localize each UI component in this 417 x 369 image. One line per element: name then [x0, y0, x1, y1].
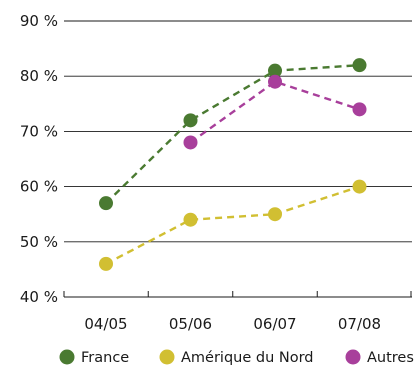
data-point	[268, 63, 282, 78]
series-line	[105, 63, 360, 205]
data-point	[183, 212, 198, 227]
data-point	[268, 207, 282, 222]
legend-marker	[59, 349, 75, 365]
legend-label: Amérique du Nord	[181, 350, 314, 366]
legend-marker	[159, 349, 175, 365]
series-2	[183, 74, 367, 150]
data-point	[183, 113, 198, 128]
x-tick-label: 04/05	[84, 315, 127, 333]
series-line	[189, 80, 360, 144]
data-point	[268, 74, 282, 89]
x-tick-label: 05/06	[169, 315, 212, 333]
series-0	[99, 58, 367, 211]
grid-lines	[64, 20, 412, 243]
legend-label: France	[81, 350, 129, 366]
y-tick-label: 40 %	[20, 288, 58, 306]
data-point	[352, 102, 367, 117]
data-point	[99, 256, 113, 271]
legend-marker	[345, 349, 361, 365]
x-tick-labels: 04/05 05/06 06/07 07/08	[84, 315, 381, 333]
series-lines	[99, 58, 367, 271]
y-tick-label: 50 %	[20, 233, 58, 251]
y-tick-label: 70 %	[20, 122, 58, 140]
series-line	[105, 185, 360, 265]
legend-label: Autres	[367, 350, 414, 366]
y-tick-label: 90 %	[20, 12, 58, 30]
y-tick-label: 80 %	[20, 67, 58, 85]
legend: France Amérique du Nord Autres	[59, 349, 414, 366]
series-1	[99, 179, 367, 271]
data-point	[352, 58, 367, 73]
legend-item: Amérique du Nord	[159, 349, 314, 366]
x-tick-label: 06/07	[253, 315, 296, 333]
data-point	[99, 196, 113, 211]
y-tick-labels: 40 % 50 % 60 % 70 % 80 % 90 %	[20, 12, 58, 306]
x-axis	[63, 291, 412, 298]
x-tick-label: 07/08	[338, 315, 381, 333]
data-point	[352, 179, 367, 194]
y-tick-label: 60 %	[20, 178, 58, 196]
legend-item: France	[59, 349, 129, 366]
data-point	[183, 135, 198, 150]
legend-item: Autres	[345, 349, 414, 366]
